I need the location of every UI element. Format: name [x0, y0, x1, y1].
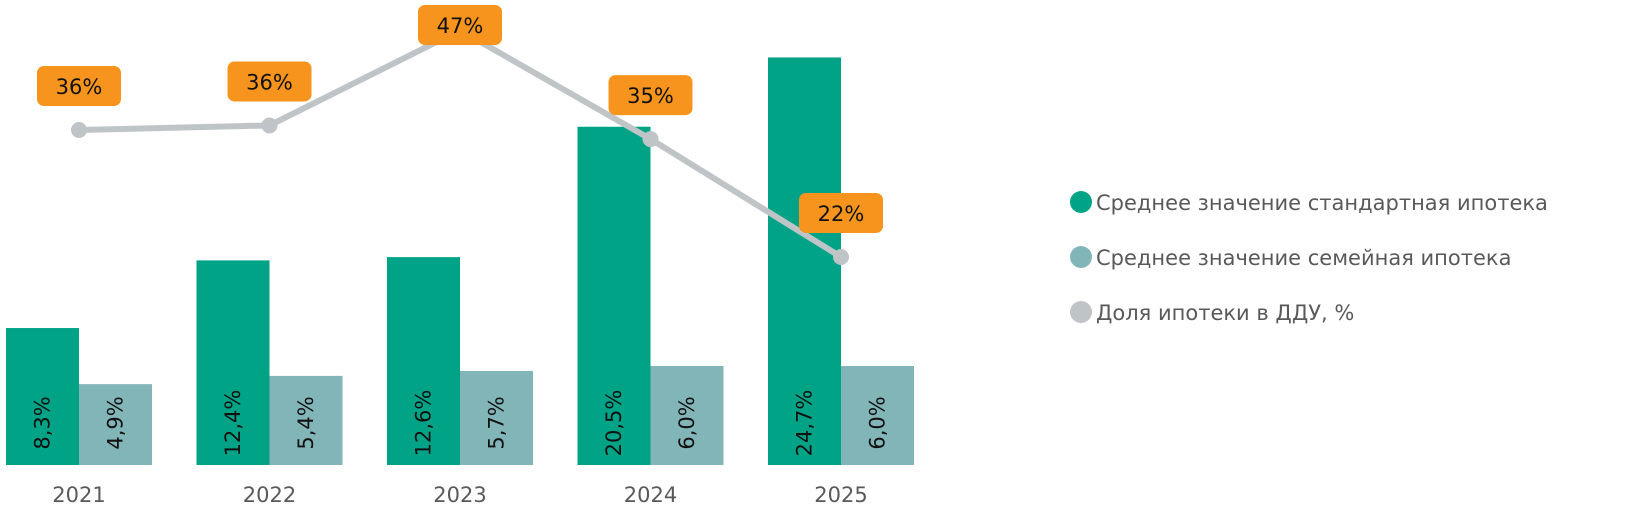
- bar-family-2025: [841, 366, 914, 465]
- legend-marker-icon: [1070, 191, 1092, 213]
- line-point-2022: [261, 117, 278, 134]
- x-tick-label: 2021: [52, 483, 105, 507]
- legend-label: Среднее значение стандартная ипотека: [1096, 191, 1548, 215]
- bar-data-label: 12,4%: [221, 390, 245, 457]
- bar-data-label: 4,9%: [104, 396, 128, 449]
- bar-standard-2022: [196, 260, 270, 465]
- legend-marker-icon: [1070, 301, 1092, 323]
- line-point-2025: [833, 248, 849, 265]
- bar-data-label: 24,7%: [793, 390, 817, 457]
- legend-label: Среднее значение семейная ипотека: [1096, 246, 1511, 270]
- bar-data-label: 12,6%: [412, 390, 436, 457]
- line-point-2021: [71, 122, 87, 138]
- bar-data-label: 6,0%: [675, 396, 699, 449]
- bar-standard-2023: [387, 257, 460, 465]
- line-label-box: [608, 75, 693, 116]
- legend-label: Доля ипотеки в ДДУ, %: [1096, 301, 1354, 325]
- bar-data-label: 20,5%: [602, 390, 626, 457]
- line-data-label: 47%: [437, 14, 484, 38]
- bar-data-label: 5,7%: [485, 396, 509, 449]
- bar-family-2023: [460, 370, 533, 465]
- legend-marker-icon: [1070, 246, 1092, 268]
- bar-data-label: 6,0%: [866, 396, 890, 449]
- line-point-2024: [642, 131, 659, 148]
- x-tick-label: 2024: [624, 483, 677, 507]
- x-tick-label: 2025: [814, 483, 867, 507]
- line-data-label: 36%: [246, 70, 293, 94]
- line-label-box: [37, 66, 121, 106]
- bar-family-2021: [79, 384, 152, 465]
- bar-data-label: 5,4%: [294, 396, 318, 449]
- bar-family-2024: [650, 366, 724, 465]
- line-label-box: [799, 192, 883, 233]
- line-data-label: 35%: [627, 84, 674, 108]
- line-label-box: [227, 61, 312, 102]
- bar-standard-2024: [577, 126, 651, 465]
- bar-data-label: 8,3%: [31, 396, 55, 449]
- x-tick-label: 2022: [243, 483, 296, 507]
- line-label-box: [418, 5, 502, 45]
- line-data-label: 36%: [56, 75, 103, 99]
- bar-family-2022: [269, 375, 343, 465]
- bar-standard-2021: [6, 328, 79, 465]
- bar-standard-2025: [768, 57, 841, 465]
- line-share-mortgage: [78, 27, 843, 260]
- x-tick-label: 2023: [433, 483, 486, 507]
- line-data-label: 22%: [818, 202, 865, 226]
